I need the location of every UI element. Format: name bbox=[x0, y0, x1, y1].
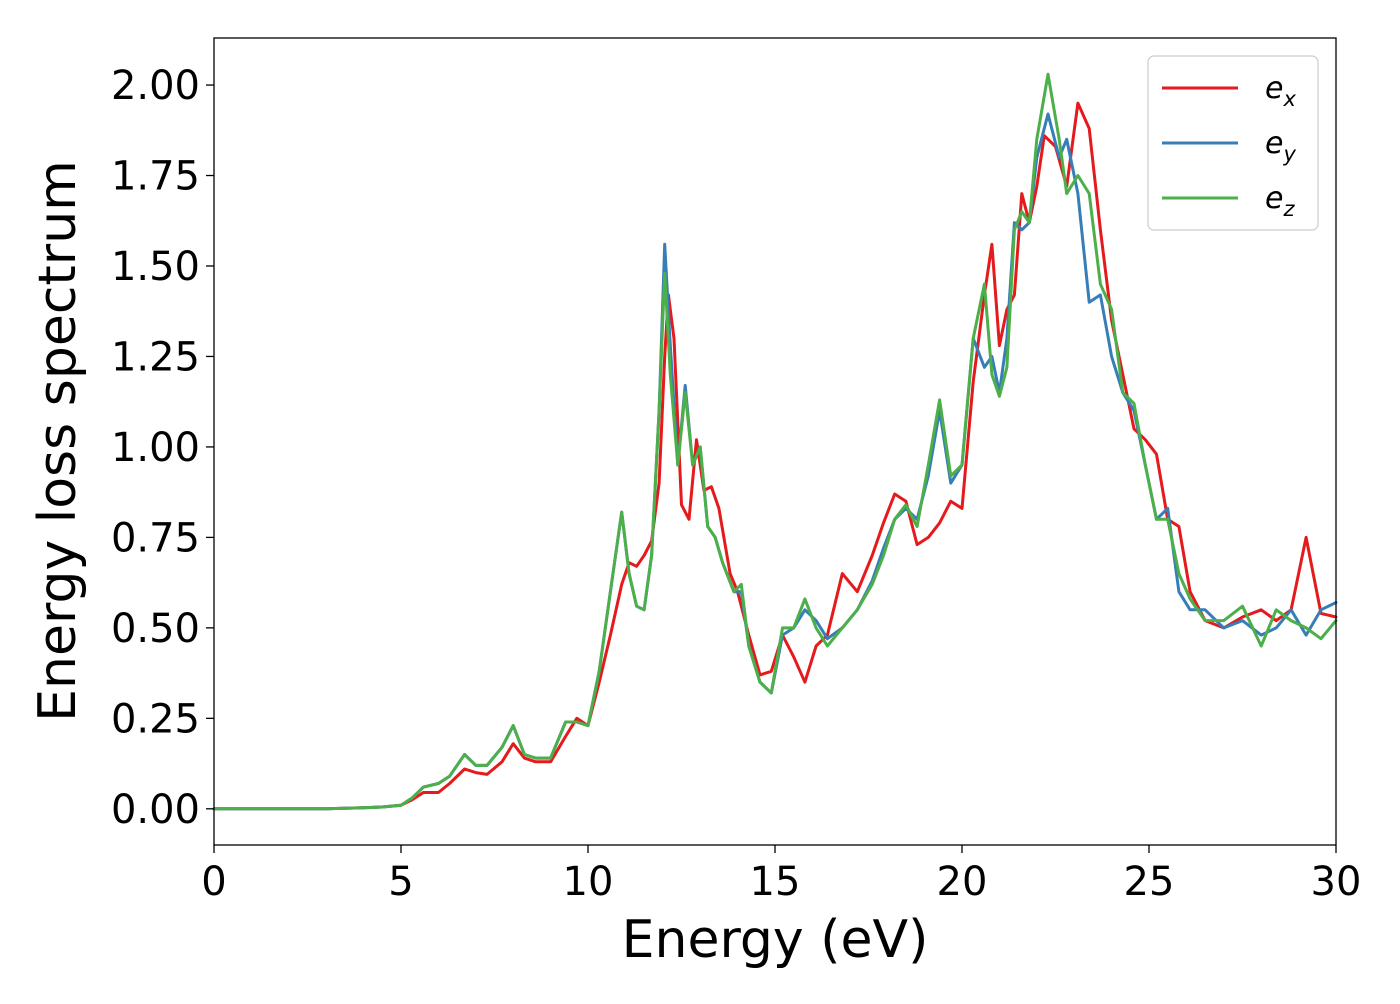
y-ticks: 0.00 0.25 0.50 0.75 1.00 1.25 1.50 1.75 2.00 bbox=[111, 63, 214, 833]
x-tick-label: 30 bbox=[1311, 859, 1362, 905]
plot-lines bbox=[212, 72, 1338, 811]
legend-label-ey: ey bbox=[1265, 126, 1296, 166]
y-tick-label: 1.50 bbox=[111, 244, 200, 290]
y-tick-label: 0.50 bbox=[111, 606, 200, 652]
y-tick-label: 1.25 bbox=[111, 334, 200, 380]
x-tick-label: 10 bbox=[563, 859, 614, 905]
y-tick-label: 0.25 bbox=[111, 696, 200, 742]
y-tick-label: 2.00 bbox=[111, 63, 200, 109]
y-axis-label: Energy loss spectrum bbox=[28, 160, 88, 722]
y-tick-label: 0.75 bbox=[111, 515, 200, 561]
y-tick-label: 1.75 bbox=[111, 154, 200, 200]
x-tick-label: 15 bbox=[750, 859, 801, 905]
y-tick-label: 0.00 bbox=[111, 787, 200, 833]
legend: ex ey ez bbox=[1147, 55, 1319, 231]
x-axis-label: Energy (eV) bbox=[622, 910, 929, 970]
legend-label-ez: ez bbox=[1265, 181, 1295, 221]
y-tick-label: 1.00 bbox=[111, 425, 200, 471]
x-tick-label: 20 bbox=[937, 859, 988, 905]
x-ticks: 0 5 10 15 20 25 30 bbox=[201, 845, 1361, 905]
x-tick-label: 5 bbox=[388, 859, 413, 905]
x-tick-label: 0 bbox=[201, 859, 226, 905]
series-line-ex bbox=[212, 101, 1338, 811]
legend-label-ex: ex bbox=[1265, 71, 1296, 111]
x-tick-label: 25 bbox=[1124, 859, 1175, 905]
series-line-ez bbox=[212, 72, 1338, 811]
